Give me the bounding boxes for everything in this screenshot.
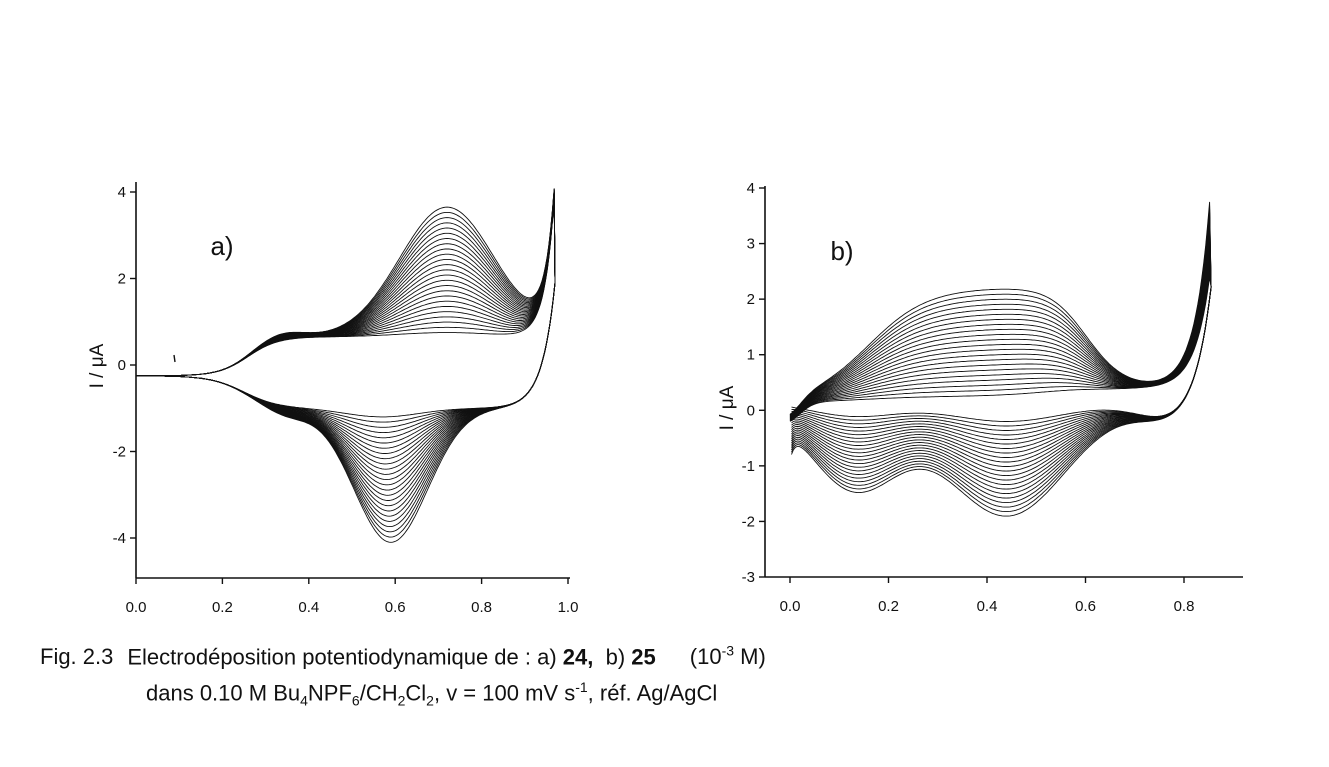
y-tick-label: 0 [118, 357, 126, 374]
x-tick-label: 0.4 [298, 599, 319, 616]
cv-cycle-line [136, 191, 556, 507]
start-marker [173, 354, 176, 363]
cv-cycle-line [789, 245, 1212, 463]
x-tick-label: 0.6 [1075, 598, 1096, 615]
compound-b-label: 25 [631, 644, 656, 670]
compound-a-label: 24, [562, 644, 594, 670]
panel-label: a) [210, 231, 233, 261]
cv-cycle-line [136, 197, 556, 423]
cv-cycle-line [136, 188, 556, 538]
cv-cycle-line [789, 252, 1212, 454]
caption-line1-mid: b) [593, 644, 632, 670]
x-tick-label: 0.8 [471, 599, 492, 616]
y-tick-label: 1 [747, 347, 755, 364]
cv-cycle-line [136, 192, 556, 491]
y-axis-label: I / μA [717, 385, 738, 430]
cv-cycle-line [136, 189, 556, 528]
y-tick-label: -4 [113, 530, 126, 547]
chart-a: -4 -2 0 2 4 0.0 0.2 0.4 0.6 0.8 1.0 I / μA a) [87, 182, 578, 616]
cv-cycle-line [136, 191, 556, 501]
figure-number: Fig. 2.3 [40, 644, 114, 670]
caption-line2: dans 0.10 M Bu4NPF6/CH2Cl2, v = 100 mV s… [146, 679, 718, 710]
y-tick-label: 2 [118, 271, 126, 288]
caption-line1-text: Electrodéposition potentiodynamique de :… [127, 644, 563, 670]
y-tick-label: -1 [742, 458, 755, 475]
figure-caption: Fig. 2.3 Electrodéposition potentiodynami… [40, 636, 766, 716]
x-tick-label: 0.8 [1174, 598, 1195, 615]
cv-cycle-line [136, 188, 556, 543]
cv-cycle-line [136, 189, 556, 533]
cv-cycle-line [136, 197, 556, 428]
x-tick-label: 0.4 [977, 598, 998, 615]
x-tick-label: 0.2 [878, 598, 899, 615]
x-tick-label: 0.0 [126, 599, 147, 616]
x-tick-label: 1.0 [558, 599, 579, 616]
y-tick-label: -2 [742, 513, 755, 530]
y-tick-label: 0 [747, 402, 755, 419]
cv-cycle-line [789, 201, 1212, 517]
cv-cycle-line [789, 241, 1212, 467]
cv-cycle-line [136, 192, 556, 496]
cv-cycle-line [789, 266, 1212, 436]
x-tick-label: 0.2 [212, 599, 233, 616]
cv-cycle-line [136, 196, 556, 444]
cv-cycle-line [789, 230, 1212, 481]
y-tick-label: 2 [747, 291, 755, 308]
y-tick-label: -3 [742, 569, 755, 586]
y-tick-label: 3 [747, 236, 755, 253]
y-tick-label: -2 [113, 444, 126, 461]
x-tick-label: 0.6 [385, 599, 406, 616]
concentration-text: (10-3 M) [689, 643, 766, 670]
y-axis-label: I / μA [87, 343, 108, 388]
x-tick-label: 0.0 [780, 598, 801, 615]
y-tick-label: 4 [118, 184, 126, 201]
panel-label: b) [830, 236, 853, 266]
chart-b: -3 -2 -1 0 1 2 3 4 0.0 0.2 0.4 0.6 0.8 I / μA b) [717, 180, 1243, 615]
y-tick-label: 4 [747, 180, 755, 197]
cv-cycle-line [136, 197, 556, 434]
